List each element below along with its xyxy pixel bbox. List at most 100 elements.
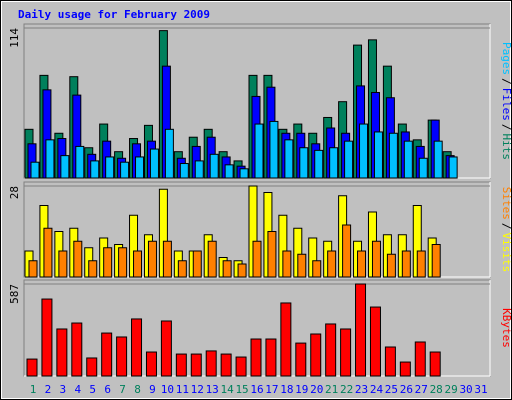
bar <box>131 318 143 377</box>
bar <box>386 253 396 278</box>
x-tick-label: 16 <box>250 383 263 396</box>
bar <box>371 240 381 278</box>
bar <box>28 260 38 278</box>
bar <box>254 123 264 179</box>
x-tick-label: 4 <box>74 383 81 396</box>
bar <box>160 320 172 377</box>
legend-separator: / <box>500 78 512 85</box>
bar <box>145 351 157 377</box>
y-tick-label: 114 <box>8 28 21 48</box>
bar <box>90 160 100 179</box>
bar <box>164 128 174 179</box>
bar <box>45 139 55 179</box>
x-tick-label: 17 <box>265 383 278 396</box>
bar <box>224 164 234 179</box>
bar <box>429 351 441 377</box>
bar <box>71 322 83 377</box>
legend-entry: Visits <box>500 233 512 273</box>
bar <box>431 244 441 278</box>
bar <box>282 250 292 278</box>
bar <box>133 250 143 278</box>
bar <box>403 140 413 179</box>
x-tick-label: 27 <box>415 383 428 396</box>
x-tick-label: 5 <box>89 383 96 396</box>
x-tick-label: 12 <box>191 383 204 396</box>
legend: Sites / Visits <box>500 187 512 273</box>
bar <box>284 139 294 179</box>
bar <box>75 145 85 179</box>
bar <box>314 149 324 179</box>
x-tick-label: 10 <box>161 383 174 396</box>
bar <box>135 156 145 179</box>
bar <box>269 120 279 179</box>
bar <box>190 353 202 377</box>
bar <box>120 161 130 179</box>
bar <box>418 157 428 179</box>
bar <box>103 247 113 278</box>
x-tick-label: 25 <box>385 383 398 396</box>
x-tick-label: 24 <box>370 383 384 396</box>
bar <box>239 168 249 179</box>
bar <box>373 131 383 179</box>
bar <box>416 250 426 278</box>
bar <box>207 240 217 278</box>
bar <box>162 240 172 278</box>
x-tick-label: 15 <box>235 383 248 396</box>
bar <box>60 155 70 179</box>
bar <box>30 161 40 179</box>
bar <box>297 253 307 278</box>
bar <box>177 260 187 278</box>
legend-entry: Sites <box>500 187 512 220</box>
bar <box>252 240 262 278</box>
bar <box>399 361 411 377</box>
bar <box>329 147 339 179</box>
bar <box>118 247 128 278</box>
bar <box>340 328 352 377</box>
legend-separator: / <box>500 223 512 230</box>
bar <box>355 283 367 377</box>
x-tick-label: 8 <box>134 383 141 396</box>
x-tick-label: 19 <box>295 383 308 396</box>
x-tick-label: 29 <box>445 383 458 396</box>
bar <box>222 260 232 278</box>
bar <box>237 263 247 278</box>
bar <box>357 250 367 278</box>
bar <box>280 302 292 377</box>
x-tick-label: 20 <box>310 383 323 396</box>
bar <box>86 357 98 377</box>
x-tick-label: 30 <box>459 383 472 396</box>
x-tick-label: 14 <box>221 383 235 396</box>
legend: KBytes <box>500 308 512 348</box>
x-tick-label: 18 <box>280 383 293 396</box>
x-tick-label: 28 <box>430 383 443 396</box>
bar <box>388 132 398 179</box>
bar <box>235 356 247 377</box>
x-tick-label: 9 <box>149 383 156 396</box>
x-tick-label: 11 <box>176 383 189 396</box>
y-tick-label: 28 <box>8 186 21 199</box>
bar <box>299 147 309 179</box>
legend: Pages / Files / Hits <box>500 42 512 160</box>
chart-title: Daily usage for February 2009 <box>18 8 210 21</box>
bar <box>359 123 369 179</box>
x-tick-label: 7 <box>119 383 126 396</box>
x-tick-label: 31 <box>474 383 487 396</box>
x-tick-label: 1 <box>30 383 37 396</box>
bar <box>267 231 277 278</box>
bar <box>149 148 159 179</box>
legend-entry: Files <box>500 88 512 121</box>
legend-entry: KBytes <box>500 308 512 348</box>
x-tick-label: 26 <box>400 383 413 396</box>
x-tick-label: 2 <box>45 383 52 396</box>
x-tick-label: 21 <box>325 383 338 396</box>
bar <box>58 250 68 278</box>
legend-separator: / <box>500 124 512 131</box>
bar <box>88 260 98 278</box>
x-tick-label: 23 <box>355 383 368 396</box>
bar <box>116 336 128 377</box>
x-tick-label: 13 <box>206 383 219 396</box>
x-tick-label: 22 <box>340 383 353 396</box>
bar <box>250 338 262 377</box>
bar <box>312 260 322 278</box>
legend-entry: Hits <box>500 134 512 161</box>
